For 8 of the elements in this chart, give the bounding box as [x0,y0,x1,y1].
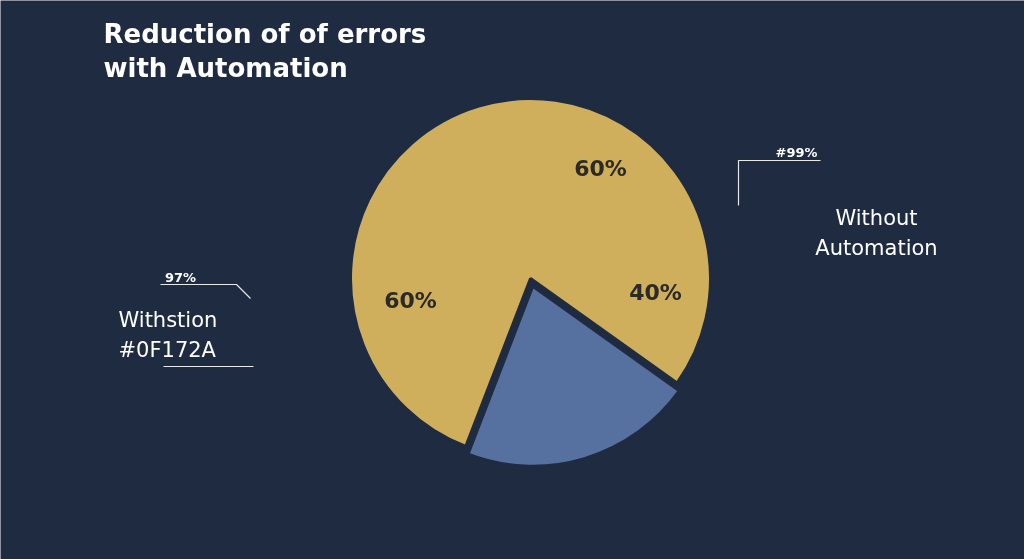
text: 97% [164,270,197,285]
text: 60% [384,288,437,313]
text: #99% [775,145,818,160]
text: 60% [574,156,627,181]
text: Without Automation [815,205,938,260]
text: Withstion #0F172A [118,307,218,362]
chart-title: Reduction of of errors with Automation [103,18,427,83]
text: 40% [629,280,682,305]
